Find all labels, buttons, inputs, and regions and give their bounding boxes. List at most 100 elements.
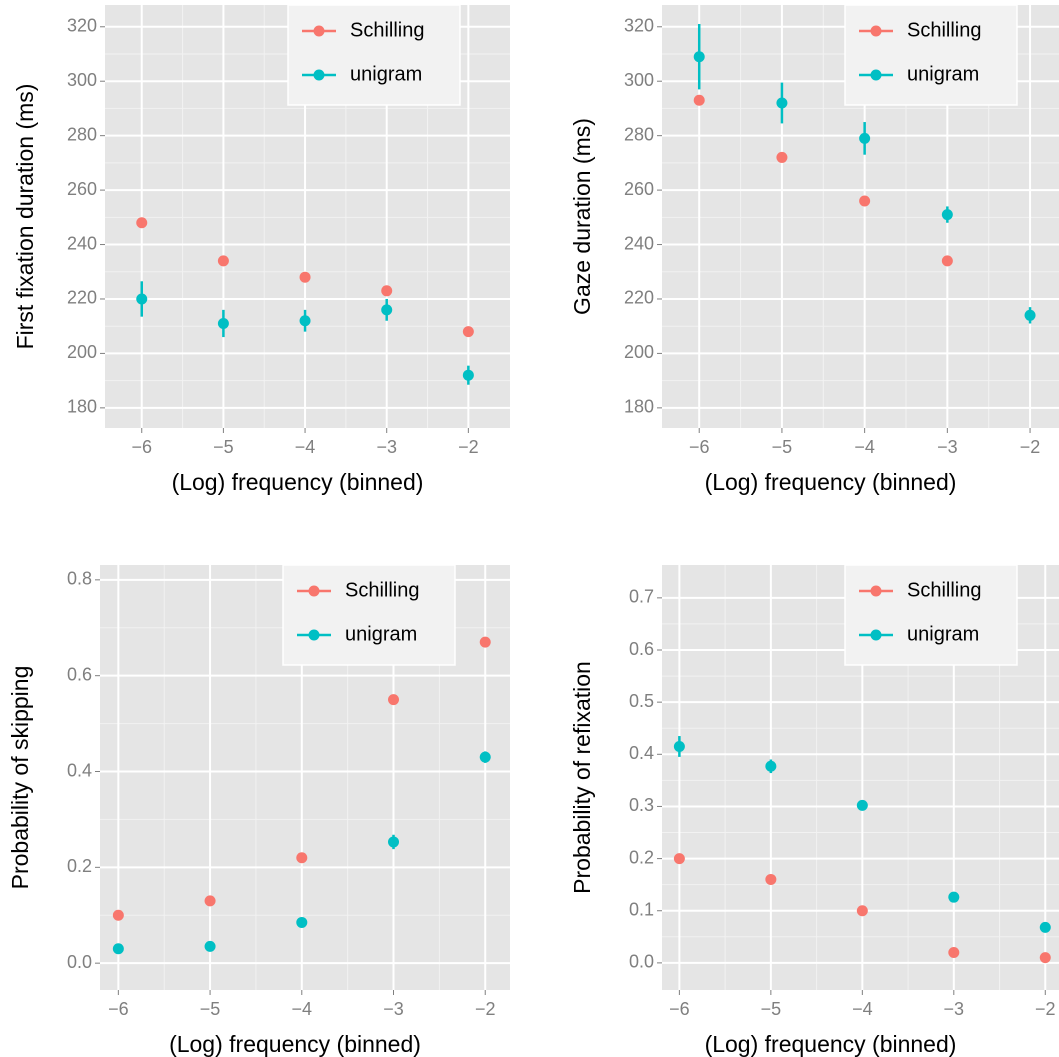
point — [296, 852, 308, 864]
x-tick-label: −5 — [213, 437, 234, 457]
y-tick-label: 240 — [67, 233, 97, 253]
y-tick-label: 200 — [67, 342, 97, 362]
legend-box — [282, 564, 456, 666]
x-tick-label: −3 — [944, 999, 965, 1019]
x-tick-label: −4 — [292, 999, 313, 1019]
point — [1024, 309, 1036, 321]
point — [948, 946, 960, 958]
point — [948, 891, 960, 903]
point — [112, 943, 124, 955]
x-axis-title: (Log) frequency (binned) — [705, 1031, 957, 1057]
x-tick-label: −3 — [383, 999, 404, 1019]
point — [765, 760, 777, 772]
point — [136, 217, 148, 229]
point — [765, 873, 777, 885]
y-tick-label: 260 — [67, 179, 97, 199]
x-tick-label: −5 — [772, 437, 793, 457]
point — [479, 636, 491, 648]
y-tick-label: 180 — [67, 397, 97, 417]
y-tick-label: 0.2 — [67, 856, 92, 876]
y-tick-label: 0.6 — [629, 639, 654, 659]
point — [693, 51, 705, 63]
y-tick-label: 180 — [624, 397, 654, 417]
point — [462, 326, 474, 338]
x-tick-label: −2 — [1020, 437, 1041, 457]
legend-key-point — [870, 69, 882, 81]
legend-label: Schilling — [907, 579, 981, 601]
point — [381, 285, 393, 297]
y-tick-label: 0.2 — [629, 847, 654, 867]
y-tick-label: 0.5 — [629, 691, 654, 711]
legend-key-point — [870, 629, 882, 641]
y-tick-label: 0.0 — [67, 952, 92, 972]
point — [776, 151, 788, 163]
point — [941, 255, 953, 267]
point — [859, 195, 871, 207]
y-tick-label: 0.8 — [67, 569, 92, 589]
point — [1039, 921, 1051, 933]
y-tick-label: 280 — [67, 124, 97, 144]
y-axis-title: Probability of refixation — [569, 661, 595, 894]
point — [776, 97, 788, 109]
legend-key-point — [313, 69, 325, 81]
point — [136, 293, 148, 305]
y-tick-label: 320 — [624, 16, 654, 36]
y-tick-label: 0.4 — [629, 743, 654, 763]
y-tick-label: 300 — [67, 70, 97, 90]
x-tick-label: −4 — [852, 999, 873, 1019]
point — [693, 94, 705, 106]
point — [856, 799, 868, 811]
panel: 0.0 0.1 0.2 0.3 0.4 0.5 0.6 0.7 −6 −5 −4 −3 −2 (Log) … — [569, 564, 1059, 1057]
x-tick-label: −6 — [689, 437, 710, 457]
legend-label: unigram — [350, 63, 422, 85]
legend-key-point — [313, 25, 325, 37]
y-axis-title: First fixation duration (ms) — [12, 84, 38, 350]
y-axis-title: Gaze duration (ms) — [569, 118, 595, 315]
panel: 180 200 220 240 260 280 300 320 −6 −5 −4 −3 −2 (Log) … — [12, 4, 510, 495]
y-tick-label: 0.7 — [629, 587, 654, 607]
x-tick-label: −6 — [131, 437, 152, 457]
x-tick-label: −4 — [295, 437, 316, 457]
y-tick-label: 300 — [624, 70, 654, 90]
y-axis-title: Probability of skipping — [7, 666, 33, 890]
legend-key-point — [308, 585, 320, 597]
point — [217, 317, 229, 329]
legend-box — [844, 564, 1018, 666]
x-tick-label: −5 — [200, 999, 221, 1019]
y-tick-label: 200 — [624, 342, 654, 362]
legend-box — [844, 4, 1018, 106]
point — [388, 836, 400, 848]
x-tick-label: −5 — [761, 999, 782, 1019]
y-tick-label: 0.3 — [629, 795, 654, 815]
point — [859, 132, 871, 144]
point — [204, 940, 216, 952]
point — [673, 853, 685, 865]
legend-label: Schilling — [345, 579, 419, 601]
legend-key-point — [870, 25, 882, 37]
y-tick-label: 0.0 — [629, 952, 654, 972]
point — [941, 209, 953, 221]
legend-label: Schilling — [907, 19, 981, 41]
point — [462, 369, 474, 381]
point — [479, 751, 491, 763]
panel: 0.0 0.2 0.4 0.6 0.8 −6 −5 −4 −3 −2 (Log) frequency… — [7, 564, 510, 1057]
y-tick-label: 0.4 — [67, 760, 92, 780]
legend-label: Schilling — [350, 19, 424, 41]
x-tick-label: −3 — [376, 437, 397, 457]
x-tick-label: −2 — [458, 437, 479, 457]
point — [673, 740, 685, 752]
point — [299, 271, 311, 283]
x-tick-label: −2 — [1035, 999, 1056, 1019]
legend-key-point — [870, 585, 882, 597]
x-tick-label: −6 — [669, 999, 690, 1019]
point — [299, 315, 311, 327]
legend-label: unigram — [907, 63, 979, 85]
y-tick-label: 0.1 — [629, 899, 654, 919]
y-tick-label: 320 — [67, 16, 97, 36]
legend-label: unigram — [345, 623, 417, 645]
point — [204, 895, 216, 907]
panel: 180 200 220 240 260 280 300 320 −6 −5 −4 −3 −2 (Log) … — [569, 4, 1059, 495]
x-tick-label: −2 — [475, 999, 496, 1019]
